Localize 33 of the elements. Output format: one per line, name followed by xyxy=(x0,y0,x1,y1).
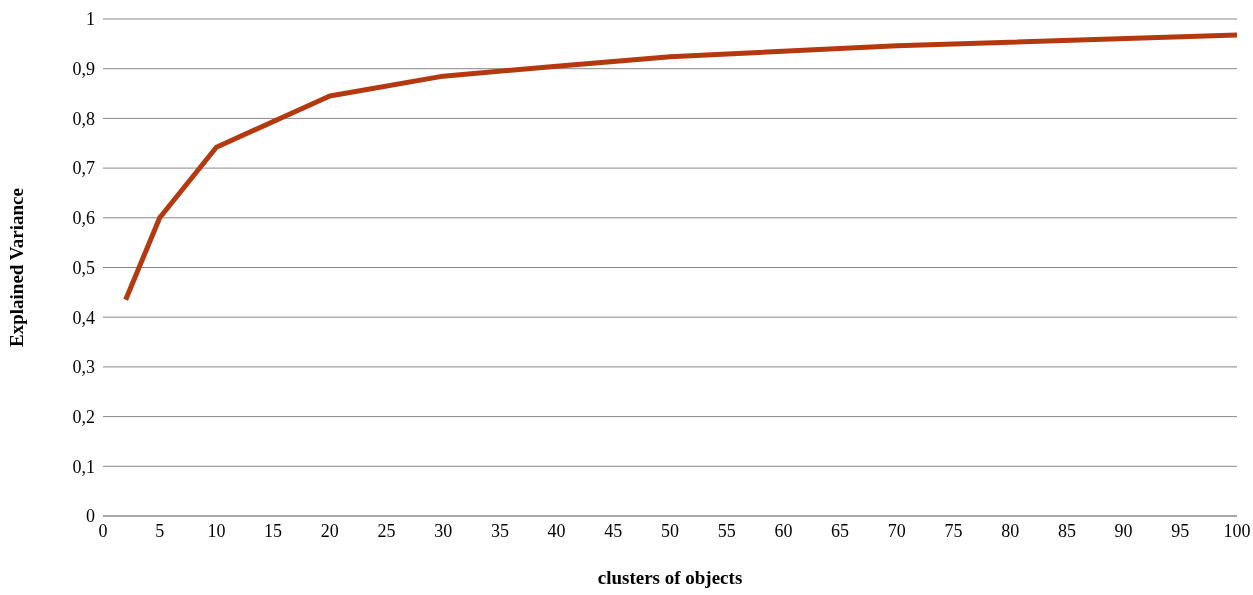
x-tick-label: 5 xyxy=(155,520,165,541)
x-tick-label: 25 xyxy=(377,520,396,541)
y-tick-label: 0,7 xyxy=(72,158,95,179)
y-tick-label: 0,9 xyxy=(72,59,95,80)
x-tick-label: 45 xyxy=(604,520,623,541)
y-tick-label: 0,5 xyxy=(72,257,95,278)
x-tick-label: 80 xyxy=(1001,520,1020,541)
x-tick-label: 65 xyxy=(831,520,850,541)
x-tick-label: 50 xyxy=(661,520,679,541)
x-tick-label: 10 xyxy=(207,520,226,541)
x-tick-label: 30 xyxy=(434,520,453,541)
x-tick-label: 70 xyxy=(887,520,906,541)
x-tick-label: 35 xyxy=(490,520,509,541)
y-tick-label: 1 xyxy=(86,9,95,30)
x-tick-label: 60 xyxy=(774,520,793,541)
x-tick-label: 90 xyxy=(1114,520,1133,541)
x-tick-label: 55 xyxy=(717,520,736,541)
y-tick-label: 0 xyxy=(86,506,95,527)
x-axis-title: clusters of objects xyxy=(597,567,743,588)
x-tick-label: 75 xyxy=(944,520,963,541)
x-tick-label: 85 xyxy=(1057,520,1076,541)
y-tick-label: 0,1 xyxy=(72,456,95,477)
x-tick-label: 15 xyxy=(264,520,283,541)
x-tick-label: 95 xyxy=(1171,520,1190,541)
x-tick-label: 100 xyxy=(1223,520,1251,541)
x-tick-label: 20 xyxy=(320,520,339,541)
y-tick-label: 0,3 xyxy=(72,357,95,378)
y-tick-label: 0,4 xyxy=(72,307,95,328)
y-tick-label: 0,8 xyxy=(72,108,95,129)
y-axis-title: Explained Variance xyxy=(5,188,27,347)
x-tick-label: 40 xyxy=(547,520,566,541)
y-tick-label: 0,2 xyxy=(72,406,95,427)
y-tick-label: 0,6 xyxy=(72,208,95,229)
